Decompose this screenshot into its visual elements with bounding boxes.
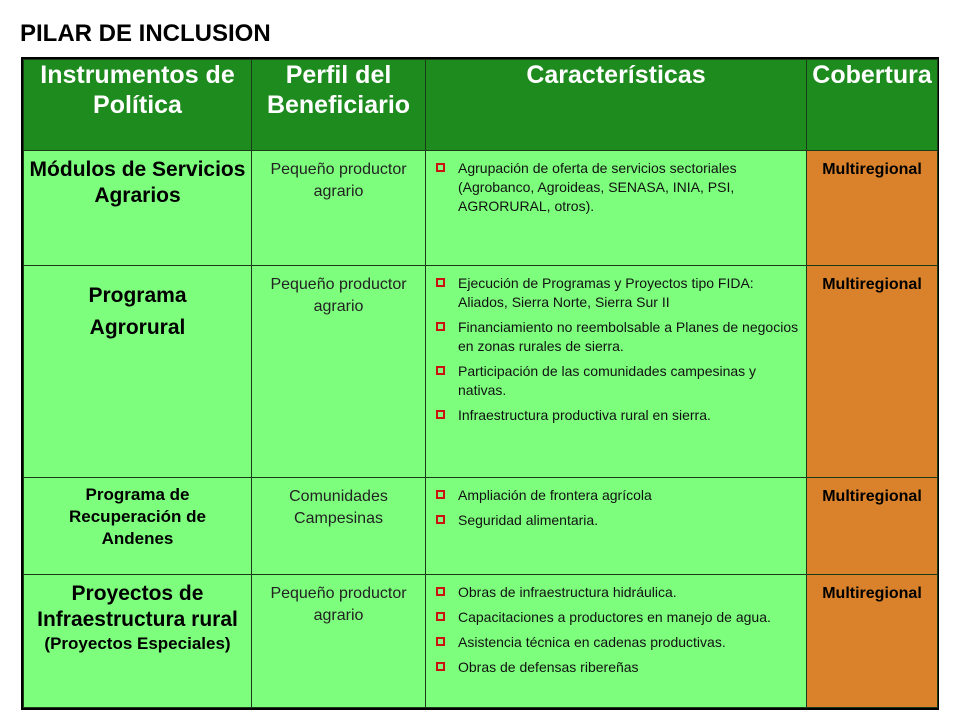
- checkbox-bullet-icon: [436, 612, 445, 622]
- table-row: Módulos de Servicios Agrarios Pequeño pr…: [23, 150, 938, 266]
- checkbox-bullet-icon: [436, 489, 445, 499]
- caracteristicas-list: Agrupación de oferta de servicios sector…: [426, 151, 806, 216]
- list-item: Financiamiento no reembolsable a Planes …: [436, 318, 800, 356]
- instrumento-line: (Proyectos Especiales): [44, 634, 231, 654]
- checkbox-bullet-icon: [436, 409, 445, 419]
- instrumento-line: Andenes: [101, 528, 174, 548]
- list-item: Participación de las comunidades campesi…: [436, 362, 800, 400]
- instrumento-line: Recuperación de: [69, 506, 206, 526]
- list-item: Obras de defensas ribereñas: [436, 658, 800, 677]
- cobertura-cell: Multiregional: [822, 161, 922, 179]
- perfil-cell: Pequeño productor agrario: [270, 275, 407, 315]
- page-title: PILAR DE INCLUSION: [20, 20, 271, 47]
- checkbox-bullet-icon: [436, 662, 445, 672]
- checkbox-bullet-icon: [436, 277, 445, 287]
- perfil-cell: Pequeño productor agrario: [270, 161, 407, 201]
- list-item: Agrupación de oferta de servicios sector…: [436, 159, 800, 216]
- perfil-cell: Pequeño productor agrario: [270, 585, 407, 625]
- cobertura-cell: Multiregional: [822, 585, 922, 603]
- policy-table: Instrumentos de Política Perfil del Bene…: [23, 58, 938, 708]
- list-item: Ampliación de frontera agrícola: [436, 486, 800, 505]
- instrumento-line: Programa de: [85, 484, 190, 504]
- instrumento-line: Programa: [88, 283, 187, 307]
- checkbox-bullet-icon: [436, 587, 445, 597]
- header-instrumentos: Instrumentos de Política: [23, 58, 252, 152]
- list-item: Infraestructura productiva rural en sier…: [436, 406, 800, 425]
- table-row: Programa Agrorural Pequeño productor agr…: [23, 264, 938, 478]
- cobertura-cell: Multiregional: [822, 275, 922, 293]
- checkbox-bullet-icon: [436, 365, 445, 375]
- header-row: Instrumentos de Política Perfil del Bene…: [23, 58, 938, 152]
- checkbox-bullet-icon: [436, 514, 445, 524]
- policy-table-frame: Instrumentos de Política Perfil del Bene…: [21, 57, 939, 710]
- instrumento-cell: Programa Agrorural: [24, 266, 251, 344]
- checkbox-bullet-icon: [436, 163, 445, 173]
- checkbox-bullet-icon: [436, 321, 445, 331]
- table-row: Programa de Recuperación de Andenes Comu…: [23, 476, 938, 576]
- instrumento-cell: Módulos de Servicios Agrarios: [24, 151, 251, 209]
- cobertura-cell: Multiregional: [822, 487, 922, 505]
- instrumento-line: Agrarios: [94, 184, 181, 208]
- instrumento-cell: Programa de Recuperación de Andenes: [24, 478, 251, 550]
- caracteristicas-list: Ejecución de Programas y Proyectos tipo …: [426, 266, 806, 425]
- instrumento-line: Módulos de Servicios: [29, 158, 246, 182]
- table-row: Proyectos de Infraestructura rural (Proy…: [23, 574, 938, 708]
- list-item: Obras de infraestructura hidráulica.: [436, 583, 800, 602]
- list-item: Ejecución de Programas y Proyectos tipo …: [436, 274, 800, 312]
- list-item: Seguridad alimentaria.: [436, 511, 800, 530]
- header-caracteristicas: Características: [425, 58, 807, 152]
- caracteristicas-list: Obras de infraestructura hidráulica. Cap…: [426, 575, 806, 677]
- instrumento-line: Agrorural: [89, 315, 186, 339]
- checkbox-bullet-icon: [436, 637, 445, 647]
- instrumento-line: Proyectos de: [71, 582, 204, 606]
- caracteristicas-list: Ampliación de frontera agrícola Segurida…: [426, 478, 806, 530]
- instrumento-line: Infraestructura rural: [37, 608, 238, 632]
- header-perfil: Perfil del Beneficiario: [251, 58, 426, 152]
- instrumento-cell: Proyectos de Infraestructura rural (Proy…: [24, 575, 251, 655]
- header-cobertura: Cobertura: [806, 58, 938, 152]
- list-item: Capacitaciones a productores en manejo d…: [436, 608, 800, 627]
- list-item: Asistencia técnica en cadenas productiva…: [436, 633, 800, 652]
- perfil-cell: Comunidades Campesinas: [289, 487, 388, 527]
